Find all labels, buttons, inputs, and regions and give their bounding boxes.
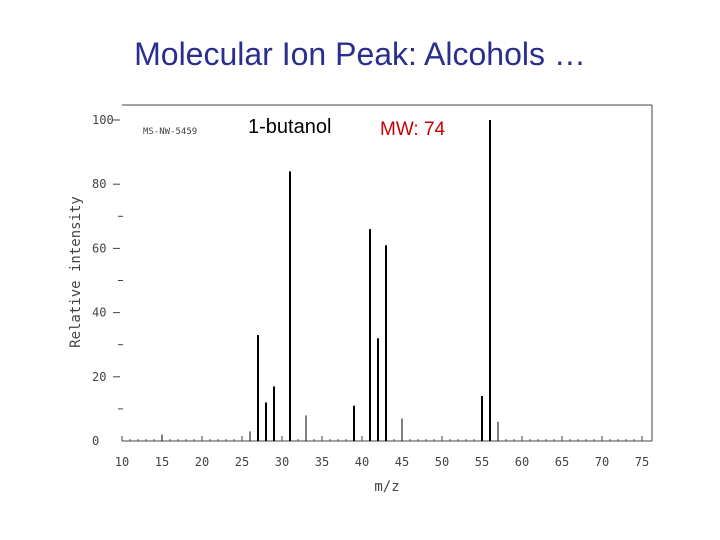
- x-tick-label: 65: [555, 455, 569, 469]
- x-axis-label: m/z: [374, 479, 399, 495]
- y-tick-label: 20: [92, 370, 106, 384]
- y-tick-label: 80: [92, 177, 106, 191]
- y-tick-label: 40: [92, 306, 106, 320]
- compound-label: 1-butanol: [248, 116, 332, 138]
- x-tick-label: 20: [195, 455, 209, 469]
- y-tick-label: 0: [92, 434, 99, 448]
- x-tick-label: 55: [475, 455, 489, 469]
- x-tick-label: 35: [315, 455, 329, 469]
- x-tick-label: 45: [395, 455, 409, 469]
- chart-peaks: [161, 120, 499, 441]
- molecular-weight-label: MW: 74: [380, 119, 446, 140]
- x-tick-label: 70: [595, 455, 609, 469]
- y-tick-label: 60: [92, 241, 106, 255]
- x-tick-label: 40: [355, 455, 369, 469]
- y-axis-label: Relative intensity: [68, 196, 84, 348]
- x-tick-label: 30: [275, 455, 289, 469]
- x-tick-label: 60: [515, 455, 529, 469]
- spectrum-code: MS-NW-5459: [143, 127, 197, 137]
- x-tick-label: 10: [115, 455, 129, 469]
- x-tick-label: 75: [635, 455, 649, 469]
- slide-title: Molecular Ion Peak: Alcohols …: [134, 36, 586, 72]
- y-tick-label: 100: [92, 113, 114, 127]
- chart-axes: 10 15 20 25 30 35 40 45 50 55 60 65 70 75 0 20 40 60 80 100: [92, 104, 653, 469]
- x-tick-label: 50: [435, 455, 449, 469]
- x-tick-label: 25: [235, 455, 249, 469]
- x-tick-label: 15: [155, 455, 169, 469]
